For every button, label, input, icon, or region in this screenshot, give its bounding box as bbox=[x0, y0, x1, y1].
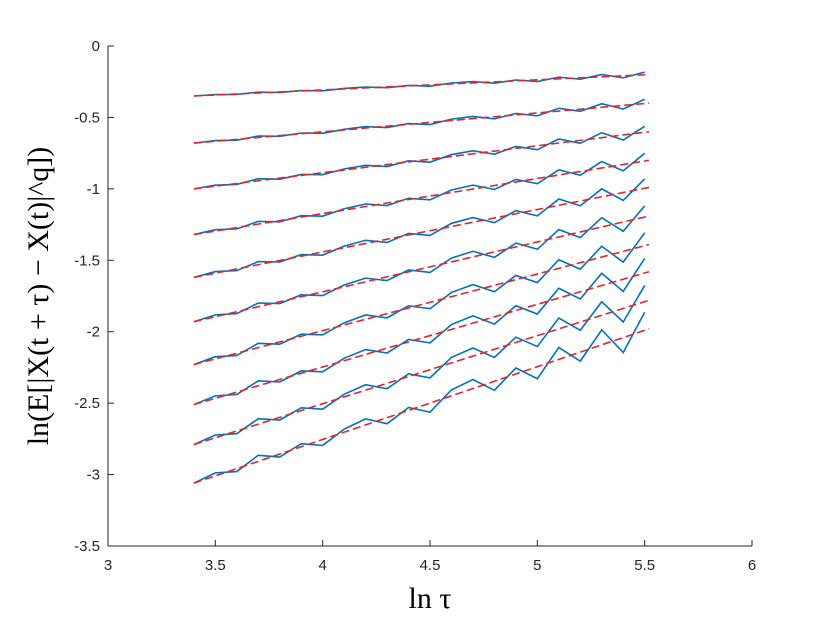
fit-line bbox=[193, 159, 650, 236]
x-axis-label: ln τ bbox=[409, 582, 452, 615]
y-tick-label: -3.5 bbox=[74, 538, 100, 555]
x-tick-label: 3.5 bbox=[205, 557, 226, 574]
y-tick-label: 0 bbox=[92, 38, 100, 55]
data-line bbox=[193, 257, 646, 406]
y-tick-label: -1 bbox=[87, 181, 100, 198]
x-tick-label: 6 bbox=[748, 557, 756, 574]
fit-line bbox=[193, 328, 650, 484]
data-line bbox=[193, 205, 646, 323]
x-tick-label: 4.5 bbox=[420, 557, 441, 574]
x-tick-label: 5 bbox=[533, 557, 541, 574]
fit-line bbox=[193, 186, 650, 279]
data-line bbox=[193, 311, 646, 484]
fit-line bbox=[193, 73, 649, 97]
y-tick-label: -2 bbox=[87, 324, 100, 341]
x-tick-label: 5.5 bbox=[634, 557, 655, 574]
y-tick-label: -1.5 bbox=[74, 252, 100, 269]
y-tick-label: -0.5 bbox=[74, 109, 100, 126]
fit-line bbox=[193, 270, 650, 406]
fit-line bbox=[193, 215, 650, 323]
fit-line bbox=[193, 130, 650, 190]
data-line bbox=[193, 285, 646, 446]
fit-line bbox=[193, 102, 650, 144]
x-tick-label: 3 bbox=[104, 557, 112, 574]
fit-line bbox=[193, 243, 650, 366]
data-line bbox=[193, 152, 646, 236]
data-line bbox=[193, 178, 646, 279]
data-line bbox=[193, 232, 646, 366]
y-tick-label: -3 bbox=[87, 467, 100, 484]
y-axis-label: ln(E[|X(t + τ) − X(t)|^q]) bbox=[22, 147, 55, 446]
y-tick-label: -2.5 bbox=[74, 395, 100, 412]
x-tick-label: 4 bbox=[318, 557, 326, 574]
fit-line bbox=[193, 299, 650, 446]
